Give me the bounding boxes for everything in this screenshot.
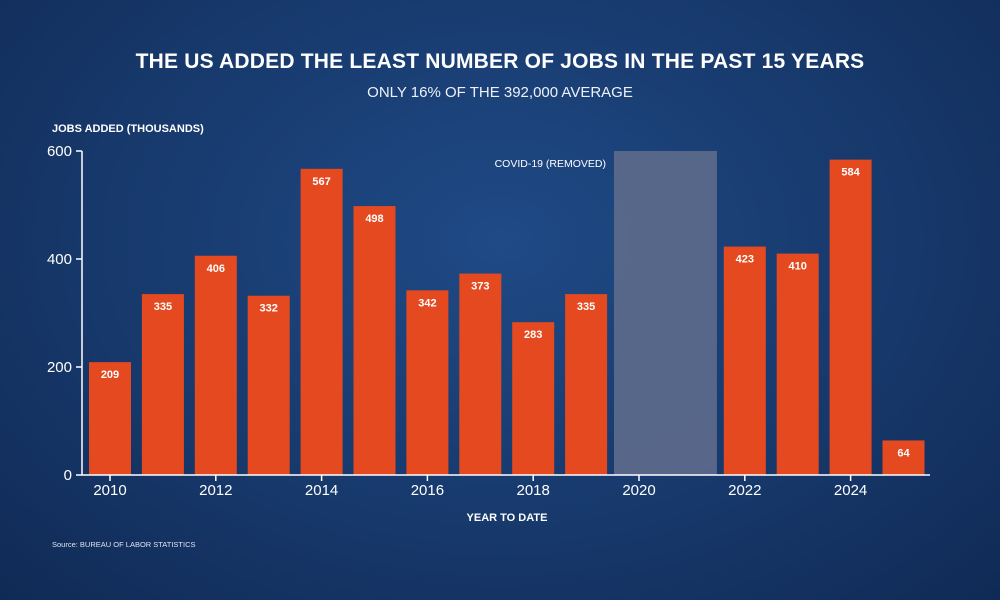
x-tick-2012: 2012 [199, 475, 232, 499]
bar-2022 [723, 246, 766, 475]
bar-label-2019: 335 [577, 301, 595, 313]
bar-2013 [247, 295, 290, 475]
y-tick-label: 400 [47, 251, 72, 268]
y-tick-label: 200 [47, 359, 72, 376]
bar-2023 [776, 253, 819, 475]
x-tick-label: 2018 [517, 482, 550, 499]
y-tick-400: 400 [47, 251, 82, 268]
bar-2025 [882, 440, 925, 475]
bar-label-2010: 209 [101, 369, 119, 381]
y-tick-label: 600 [47, 143, 72, 160]
source-note: Source: BUREAU OF LABOR STATISTICS [52, 540, 196, 549]
y-axis-label: JOBS ADDED (THOUSANDS) [52, 123, 204, 135]
x-tick-2024: 2024 [834, 475, 867, 499]
bar-label-2018: 283 [524, 329, 542, 341]
bar-2012 [194, 255, 237, 475]
bar-label-2012: 406 [207, 263, 225, 275]
bars-group: COVID-19 (REMOVED) 209 335 406 332 567 498 342 3… [89, 151, 925, 475]
bar-label-2017: 373 [471, 281, 489, 293]
x-tick-label: 2024 [834, 482, 867, 499]
x-tick-label: 2016 [411, 482, 444, 499]
x-tick-label: 2010 [93, 482, 126, 499]
bar-label-2024: 584 [841, 167, 860, 179]
bar-2016 [406, 290, 449, 475]
bar-2017 [459, 273, 502, 475]
bar-label-2011: 335 [154, 301, 172, 313]
bar-2015 [353, 206, 396, 475]
x-tick-2014: 2014 [305, 475, 338, 499]
bar-2010 [89, 362, 131, 475]
bar-label-2014: 567 [312, 176, 330, 188]
x-axis-label: YEAR TO DATE [467, 512, 548, 524]
y-tick-label: 0 [64, 467, 72, 484]
x-tick-2010: 2010 [93, 475, 127, 499]
bar-label-2022: 423 [736, 254, 754, 266]
x-tick-label: 2012 [199, 482, 232, 499]
x-tick-label: 2020 [622, 482, 655, 499]
bar-2019 [565, 294, 608, 475]
bar-label-2023: 410 [789, 261, 807, 273]
x-tick-2020: 2020 [622, 475, 656, 499]
chart-title: THE US ADDED THE LEAST NUMBER OF JOBS IN… [135, 50, 865, 73]
bar-2024 [829, 159, 872, 475]
bar-label-2015: 498 [365, 213, 383, 225]
bar-label-2013: 332 [260, 303, 278, 315]
axes-group: 0 200 400 600 2010 2012 2014 2016 2018 2020 2022 20… [47, 143, 930, 499]
bar-2011 [141, 294, 184, 475]
covid-label: COVID-19 (REMOVED) [495, 158, 606, 170]
covid-removed-band [614, 151, 717, 475]
y-tick-600: 600 [47, 143, 82, 160]
x-tick-label: 2014 [305, 482, 338, 499]
bar-2014 [300, 168, 343, 475]
x-tick-label: 2022 [728, 482, 761, 499]
x-tick-2018: 2018 [517, 475, 550, 499]
x-tick-2022: 2022 [728, 475, 761, 499]
y-tick-0: 0 [64, 467, 82, 484]
x-tick-2016: 2016 [411, 475, 444, 499]
bar-label-2016: 342 [418, 297, 436, 309]
bar-2018 [512, 322, 555, 475]
bar-label-2025: 64 [897, 447, 910, 459]
chart-subtitle: ONLY 16% OF THE 392,000 AVERAGE [367, 84, 633, 101]
y-tick-200: 200 [47, 359, 82, 376]
